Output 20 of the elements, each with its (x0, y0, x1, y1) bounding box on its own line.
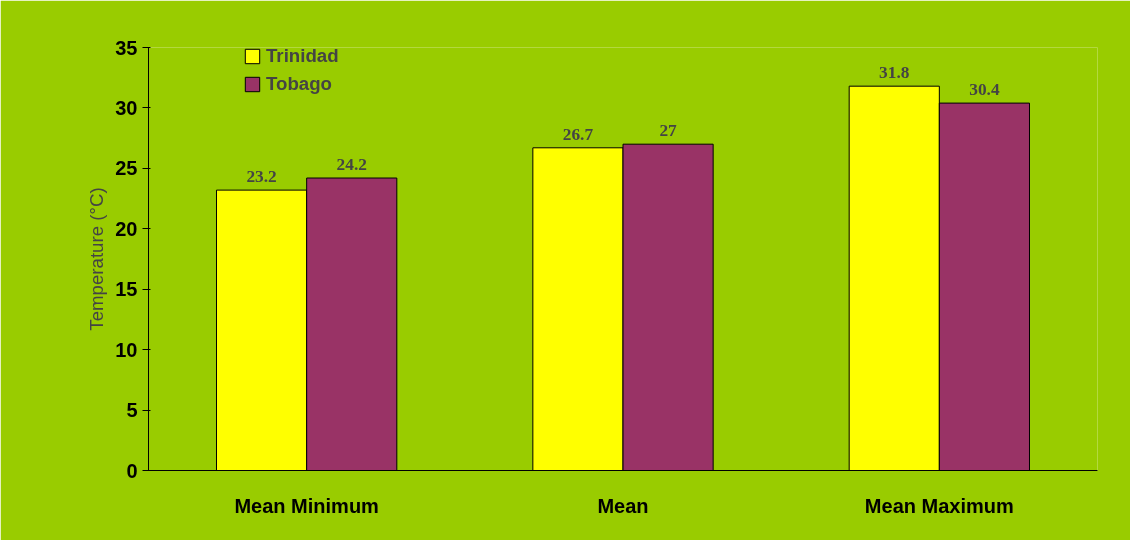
x-tick-label: Mean Minimum (234, 494, 379, 517)
y-tick-label: 0 (126, 459, 138, 482)
data-label: 24.2 (336, 155, 367, 175)
x-tick-label: Mean (597, 494, 649, 517)
legend-label: Tobago (266, 73, 332, 95)
legend-label: Trinidad (266, 46, 339, 67)
data-label: 23.2 (246, 167, 277, 187)
data-label: 31.8 (879, 63, 910, 83)
x-tick-label: Mean Maximum (864, 494, 1014, 517)
data-label: 30.4 (969, 80, 1000, 100)
y-tick-label: 25 (115, 157, 138, 180)
y-tick-label: 35 (115, 36, 138, 59)
y-tick-label: 10 (115, 338, 138, 361)
data-label: 27 (659, 121, 678, 141)
data-label: 26.7 (562, 124, 594, 144)
y-tick-label: 15 (115, 278, 138, 301)
y-tick-label: 5 (126, 399, 138, 422)
y-tick-label: 30 (115, 96, 138, 119)
y-tick-label: 20 (115, 217, 138, 240)
y-axis-title: Temperature (°C) (86, 187, 108, 331)
